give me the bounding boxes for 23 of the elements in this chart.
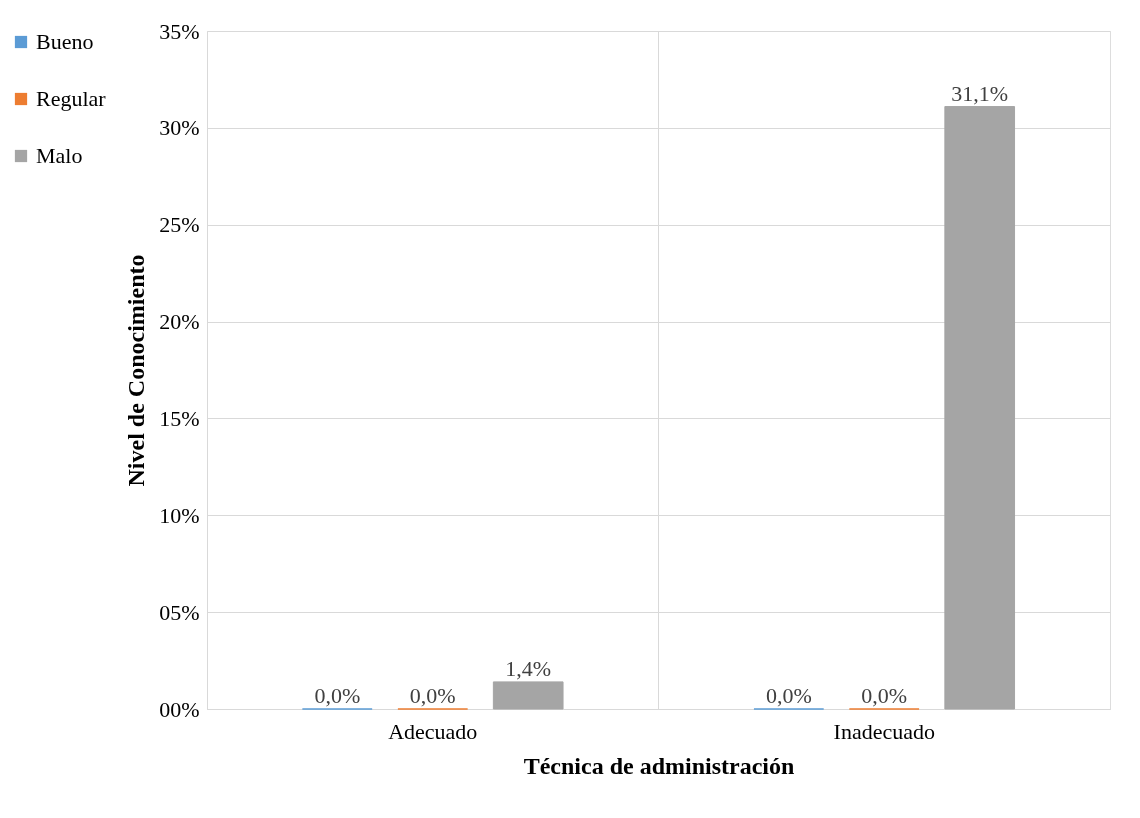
data-label: 31,1% (951, 80, 1009, 106)
bar (944, 106, 1016, 710)
legend-label: Malo (36, 143, 83, 168)
data-label: 1,4% (505, 655, 552, 681)
y-tick-label: 10% (159, 502, 200, 528)
data-label: 0,0% (409, 683, 456, 708)
x-tick-label: Inadecuado (833, 718, 935, 744)
y-tick-label: 15% (159, 405, 200, 431)
data-label: 0,0% (314, 683, 361, 708)
legend-label: Regular (36, 86, 107, 111)
y-tick-label: 25% (159, 212, 200, 238)
data-label: 0,0% (861, 683, 908, 708)
data-label: 0,0% (765, 683, 812, 708)
y-tick-label: 35% (159, 18, 200, 44)
y-tick-label: 05% (159, 599, 200, 625)
y-tick-label: 00% (159, 696, 200, 722)
y-axis-title: Nivel de Conocimiento (123, 254, 150, 487)
y-tick-label: 20% (159, 309, 200, 335)
x-tick-label: Adecuado (388, 718, 478, 744)
x-axis-title: Técnica de administración (523, 752, 795, 779)
y-tick-label: 30% (159, 115, 200, 141)
legend-label: Bueno (36, 29, 94, 54)
bar (492, 681, 564, 710)
